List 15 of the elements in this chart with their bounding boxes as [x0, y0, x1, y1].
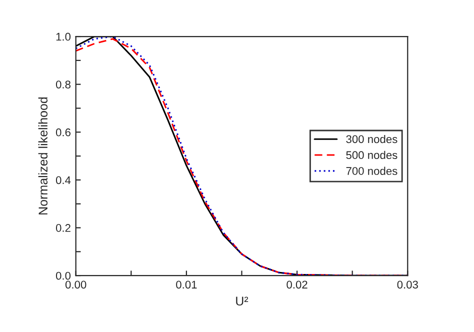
y-axis-title: Normalized likelihood [38, 97, 48, 214]
x-tick-label: 0.03 [397, 280, 418, 289]
y-tick-label: 1.0 [56, 32, 71, 41]
x-tick-label: 0.00 [65, 280, 86, 289]
legend-label: 700 nodes [346, 166, 398, 175]
y-tick-label: 0.8 [56, 80, 70, 88]
legend-label: 500 nodes [346, 150, 398, 160]
y-tick-label: 0.2 [56, 224, 70, 232]
y-tick-label: 0.4 [56, 176, 71, 184]
legend-label: 300 nodes [346, 134, 398, 144]
y-tick-label: 0.0 [56, 272, 71, 280]
x-tick-label: 0.02 [286, 280, 308, 289]
x-tick-label: 0.01 [176, 280, 197, 289]
x-axis-title: U² [236, 296, 248, 306]
y-tick-label: 0.6 [56, 128, 70, 136]
